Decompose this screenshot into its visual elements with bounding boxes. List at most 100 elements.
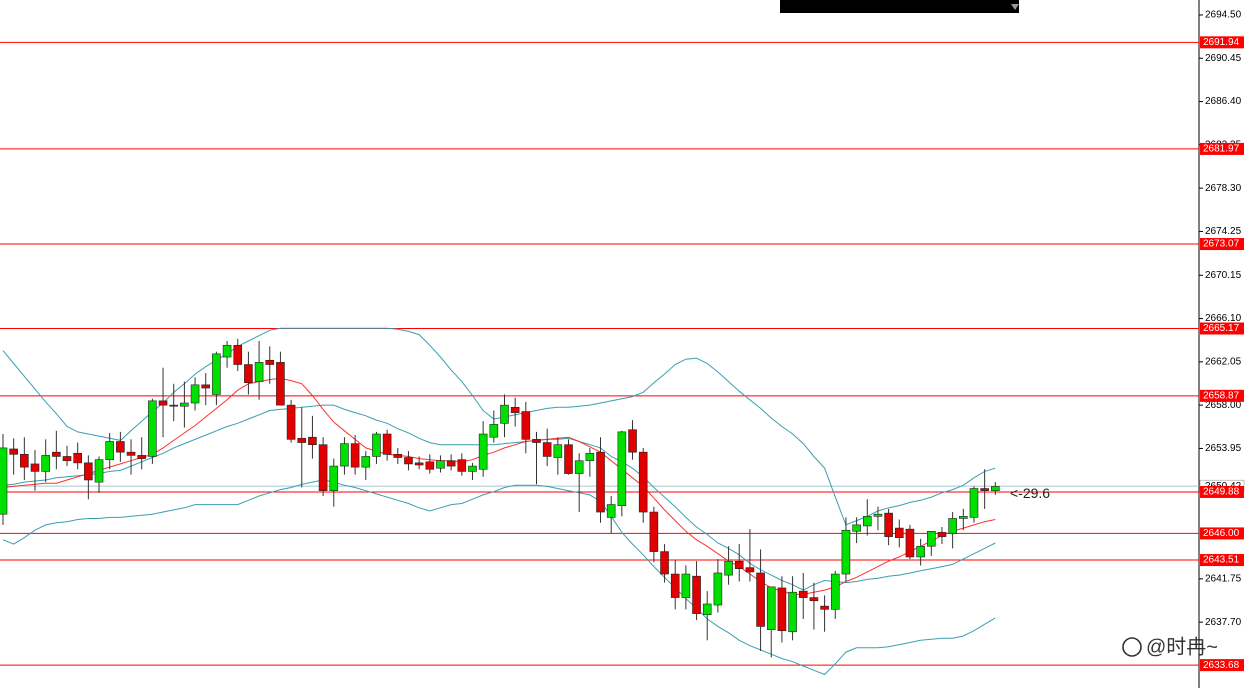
level-label: 2646.00 <box>1203 528 1240 539</box>
level-label-box <box>1200 389 1244 402</box>
candle-body <box>190 384 200 404</box>
annotation: <-29.6 <box>1010 485 1050 501</box>
candle-body <box>884 512 893 537</box>
candle-body <box>94 459 104 483</box>
candle-body <box>297 437 307 443</box>
toolbar-bar <box>780 0 1019 13</box>
candle-body <box>862 516 872 527</box>
candle-body <box>596 451 605 513</box>
y-tick-label: 2641.75 <box>1205 573 1242 584</box>
candle-body <box>62 456 72 462</box>
candle-body <box>958 516 968 519</box>
y-tick-label: 2666.10 <box>1205 313 1242 324</box>
candle-body <box>393 454 403 458</box>
candle-body <box>244 364 253 383</box>
candle-body <box>361 456 371 468</box>
candle-body <box>414 462 424 466</box>
candle-body <box>30 463 40 472</box>
candle-body <box>905 528 915 558</box>
level-label: 2658.87 <box>1203 390 1240 401</box>
level-label: 2633.68 <box>1203 660 1240 671</box>
candle-body <box>820 605 829 610</box>
candle-body <box>372 433 381 457</box>
candle-body <box>478 433 488 470</box>
candle-body <box>105 441 114 460</box>
overlay-line <box>2 404 996 591</box>
candle-body <box>830 573 840 610</box>
candle-body <box>318 444 328 491</box>
level-label: 2665.17 <box>1203 323 1240 334</box>
level-label-box <box>1200 554 1244 567</box>
candle-body <box>158 400 168 406</box>
candle-body <box>116 441 125 453</box>
candle-body <box>254 362 264 382</box>
candle-body <box>510 406 520 413</box>
candle-body <box>0 447 8 515</box>
candle-body <box>980 488 989 491</box>
candle-body <box>734 560 744 570</box>
candle-body <box>84 462 93 481</box>
candle-body <box>169 404 179 407</box>
plot <box>0 41 1199 676</box>
candle-body <box>937 532 947 537</box>
candle-body <box>926 530 936 547</box>
candle-body <box>329 465 339 491</box>
candle-body <box>809 597 819 602</box>
candle-body <box>521 411 531 440</box>
candle-body <box>137 455 147 459</box>
candle-body <box>276 362 285 406</box>
candle-body <box>670 573 680 598</box>
candle-body <box>468 465 477 472</box>
candle-body <box>991 486 1000 491</box>
overlay-line <box>2 479 996 676</box>
candle-body <box>574 460 584 474</box>
candle-body <box>852 524 861 532</box>
candle-body <box>894 527 904 539</box>
level-label-box <box>1200 142 1244 155</box>
candle-body <box>617 431 627 506</box>
candle-body <box>180 402 189 407</box>
candle-body <box>457 459 467 472</box>
candle-body <box>638 451 648 513</box>
axis-labels: 2694.502690.452686.402682.352678.302674.… <box>1199 10 1245 672</box>
level-label-box <box>1200 238 1244 251</box>
level-label: 2691.94 <box>1203 37 1240 48</box>
candle-body <box>52 451 61 457</box>
candle-body <box>766 586 776 630</box>
candle-body <box>233 344 243 365</box>
candle-body <box>660 551 669 575</box>
candle-body <box>489 424 499 438</box>
y-tick-label: 2670.15 <box>1205 270 1242 281</box>
candle-body <box>681 573 691 598</box>
candle-body <box>756 572 765 627</box>
y-tick-label: 2694.50 <box>1205 10 1242 21</box>
overlay-line <box>2 377 996 595</box>
candle-body <box>777 587 787 632</box>
candle-body <box>916 545 925 558</box>
candle-body <box>340 443 349 467</box>
candle-body <box>948 518 957 534</box>
level-label: 2681.97 <box>1203 144 1240 155</box>
candle-body <box>265 359 275 365</box>
candle-body <box>382 433 392 455</box>
level-label: 2649.88 <box>1203 487 1240 498</box>
candle-body <box>446 460 456 467</box>
candle-body <box>201 384 211 389</box>
candle-body <box>628 429 637 453</box>
level-label-box <box>1200 485 1244 498</box>
candle-body <box>564 444 573 474</box>
candle-body <box>350 443 360 468</box>
candle-body <box>969 488 979 518</box>
candle-body <box>724 560 733 576</box>
watermark-text: @时冉~ <box>1146 635 1218 658</box>
candle-body <box>404 457 413 465</box>
candle-body <box>692 575 701 614</box>
candle-body <box>532 439 541 443</box>
y-tick-label: 2678.30 <box>1205 183 1242 194</box>
candle-body <box>126 451 136 456</box>
candle-body <box>553 444 563 458</box>
y-tick-label: 2674.25 <box>1205 226 1242 237</box>
level-label: 2673.07 <box>1203 239 1240 250</box>
level-label-box <box>1200 36 1244 49</box>
